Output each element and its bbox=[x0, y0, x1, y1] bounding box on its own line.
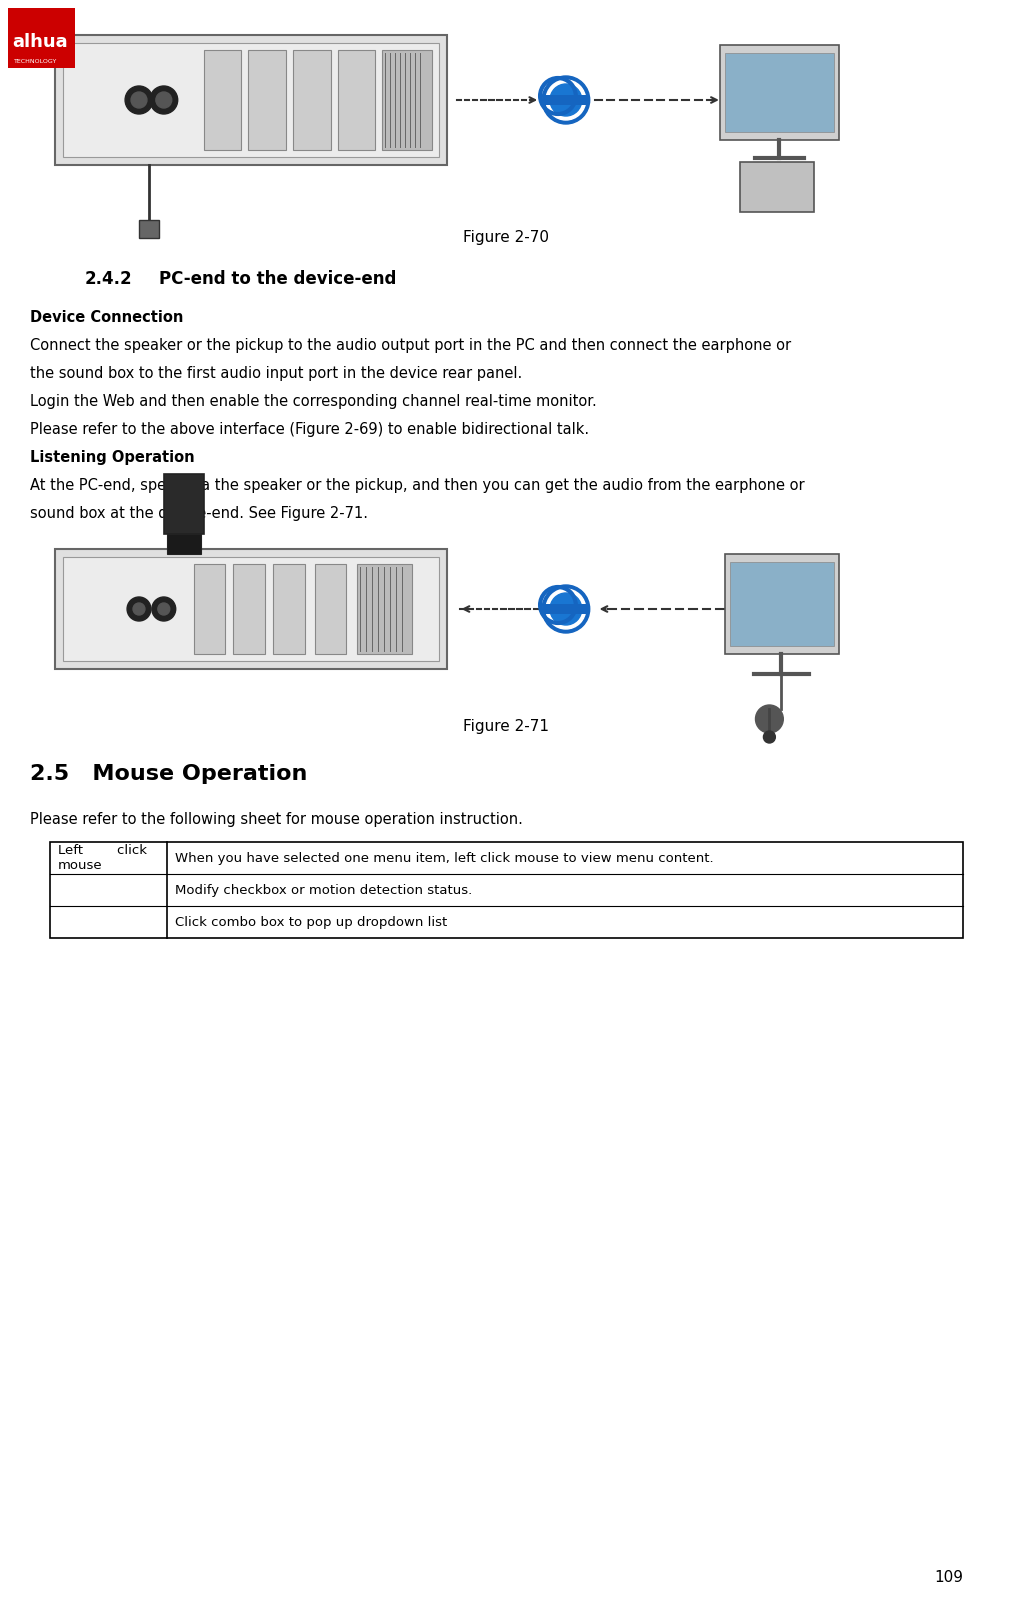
Text: sound box at the device-end. See Figure 2-71.: sound box at the device-end. See Figure … bbox=[30, 505, 368, 521]
Bar bbox=[382, 50, 431, 150]
Bar bbox=[50, 843, 962, 939]
Bar bbox=[337, 50, 375, 150]
Circle shape bbox=[549, 593, 581, 625]
Bar bbox=[292, 50, 330, 150]
Circle shape bbox=[127, 596, 151, 620]
Text: the sound box to the first audio input port in the device rear panel.: the sound box to the first audio input p… bbox=[30, 366, 522, 381]
Bar bbox=[139, 221, 159, 238]
Circle shape bbox=[545, 588, 585, 628]
Bar bbox=[719, 45, 838, 141]
Bar bbox=[543, 604, 587, 614]
Bar bbox=[194, 564, 225, 654]
Circle shape bbox=[158, 603, 169, 616]
Bar bbox=[725, 53, 834, 133]
Text: Please refer to the following sheet for mouse operation instruction.: Please refer to the following sheet for … bbox=[30, 812, 522, 827]
Bar bbox=[543, 94, 587, 106]
Circle shape bbox=[132, 603, 145, 616]
Bar bbox=[273, 564, 305, 654]
Text: Figure 2-71: Figure 2-71 bbox=[463, 720, 549, 734]
Circle shape bbox=[762, 731, 774, 744]
Bar bbox=[739, 161, 813, 213]
Text: Modify checkbox or motion detection status.: Modify checkbox or motion detection stat… bbox=[174, 884, 472, 897]
Bar bbox=[167, 534, 201, 553]
Text: TECHNOLOGY: TECHNOLOGY bbox=[14, 59, 57, 64]
Bar bbox=[233, 564, 265, 654]
Text: 2.4.2: 2.4.2 bbox=[85, 270, 131, 288]
Bar bbox=[357, 564, 412, 654]
Text: Listening Operation: Listening Operation bbox=[30, 449, 195, 465]
Text: Click combo box to pop up dropdown list: Click combo box to pop up dropdown list bbox=[174, 916, 446, 929]
Circle shape bbox=[545, 80, 585, 120]
Bar bbox=[725, 553, 838, 654]
Circle shape bbox=[125, 86, 153, 114]
Bar bbox=[8, 8, 75, 69]
Text: When you have selected one menu item, left click mouse to view menu content.: When you have selected one menu item, le… bbox=[174, 852, 712, 865]
Text: At the PC-end, speak via the speaker or the pickup, and then you can get the aud: At the PC-end, speak via the speaker or … bbox=[30, 478, 804, 492]
Text: PC-end to the device-end: PC-end to the device-end bbox=[159, 270, 395, 288]
Bar bbox=[55, 548, 446, 668]
Circle shape bbox=[130, 93, 147, 109]
Circle shape bbox=[541, 77, 589, 125]
Text: Please refer to the above interface (Figure 2-69) to enable bidirectional talk.: Please refer to the above interface (Fig… bbox=[30, 422, 588, 437]
Bar bbox=[62, 556, 438, 660]
Bar bbox=[204, 50, 242, 150]
Circle shape bbox=[541, 585, 589, 633]
Text: 109: 109 bbox=[933, 1570, 962, 1585]
Circle shape bbox=[755, 705, 783, 732]
Text: alhua: alhua bbox=[12, 34, 67, 51]
Bar bbox=[315, 564, 346, 654]
Text: Device Connection: Device Connection bbox=[30, 310, 183, 325]
Circle shape bbox=[549, 85, 581, 117]
Bar bbox=[62, 43, 438, 157]
Bar bbox=[248, 50, 285, 150]
Circle shape bbox=[152, 596, 175, 620]
Circle shape bbox=[156, 93, 171, 109]
Bar bbox=[164, 473, 204, 534]
Bar bbox=[729, 561, 834, 646]
Text: Figure 2-70: Figure 2-70 bbox=[463, 230, 549, 245]
Text: Connect the speaker or the pickup to the audio output port in the PC and then co: Connect the speaker or the pickup to the… bbox=[30, 337, 790, 353]
Bar bbox=[55, 35, 446, 165]
Text: Left        click
mouse: Left click mouse bbox=[57, 844, 147, 871]
Circle shape bbox=[150, 86, 177, 114]
Text: Login the Web and then enable the corresponding channel real-time monitor.: Login the Web and then enable the corres… bbox=[30, 393, 596, 409]
Text: 2.5   Mouse Operation: 2.5 Mouse Operation bbox=[30, 764, 307, 784]
